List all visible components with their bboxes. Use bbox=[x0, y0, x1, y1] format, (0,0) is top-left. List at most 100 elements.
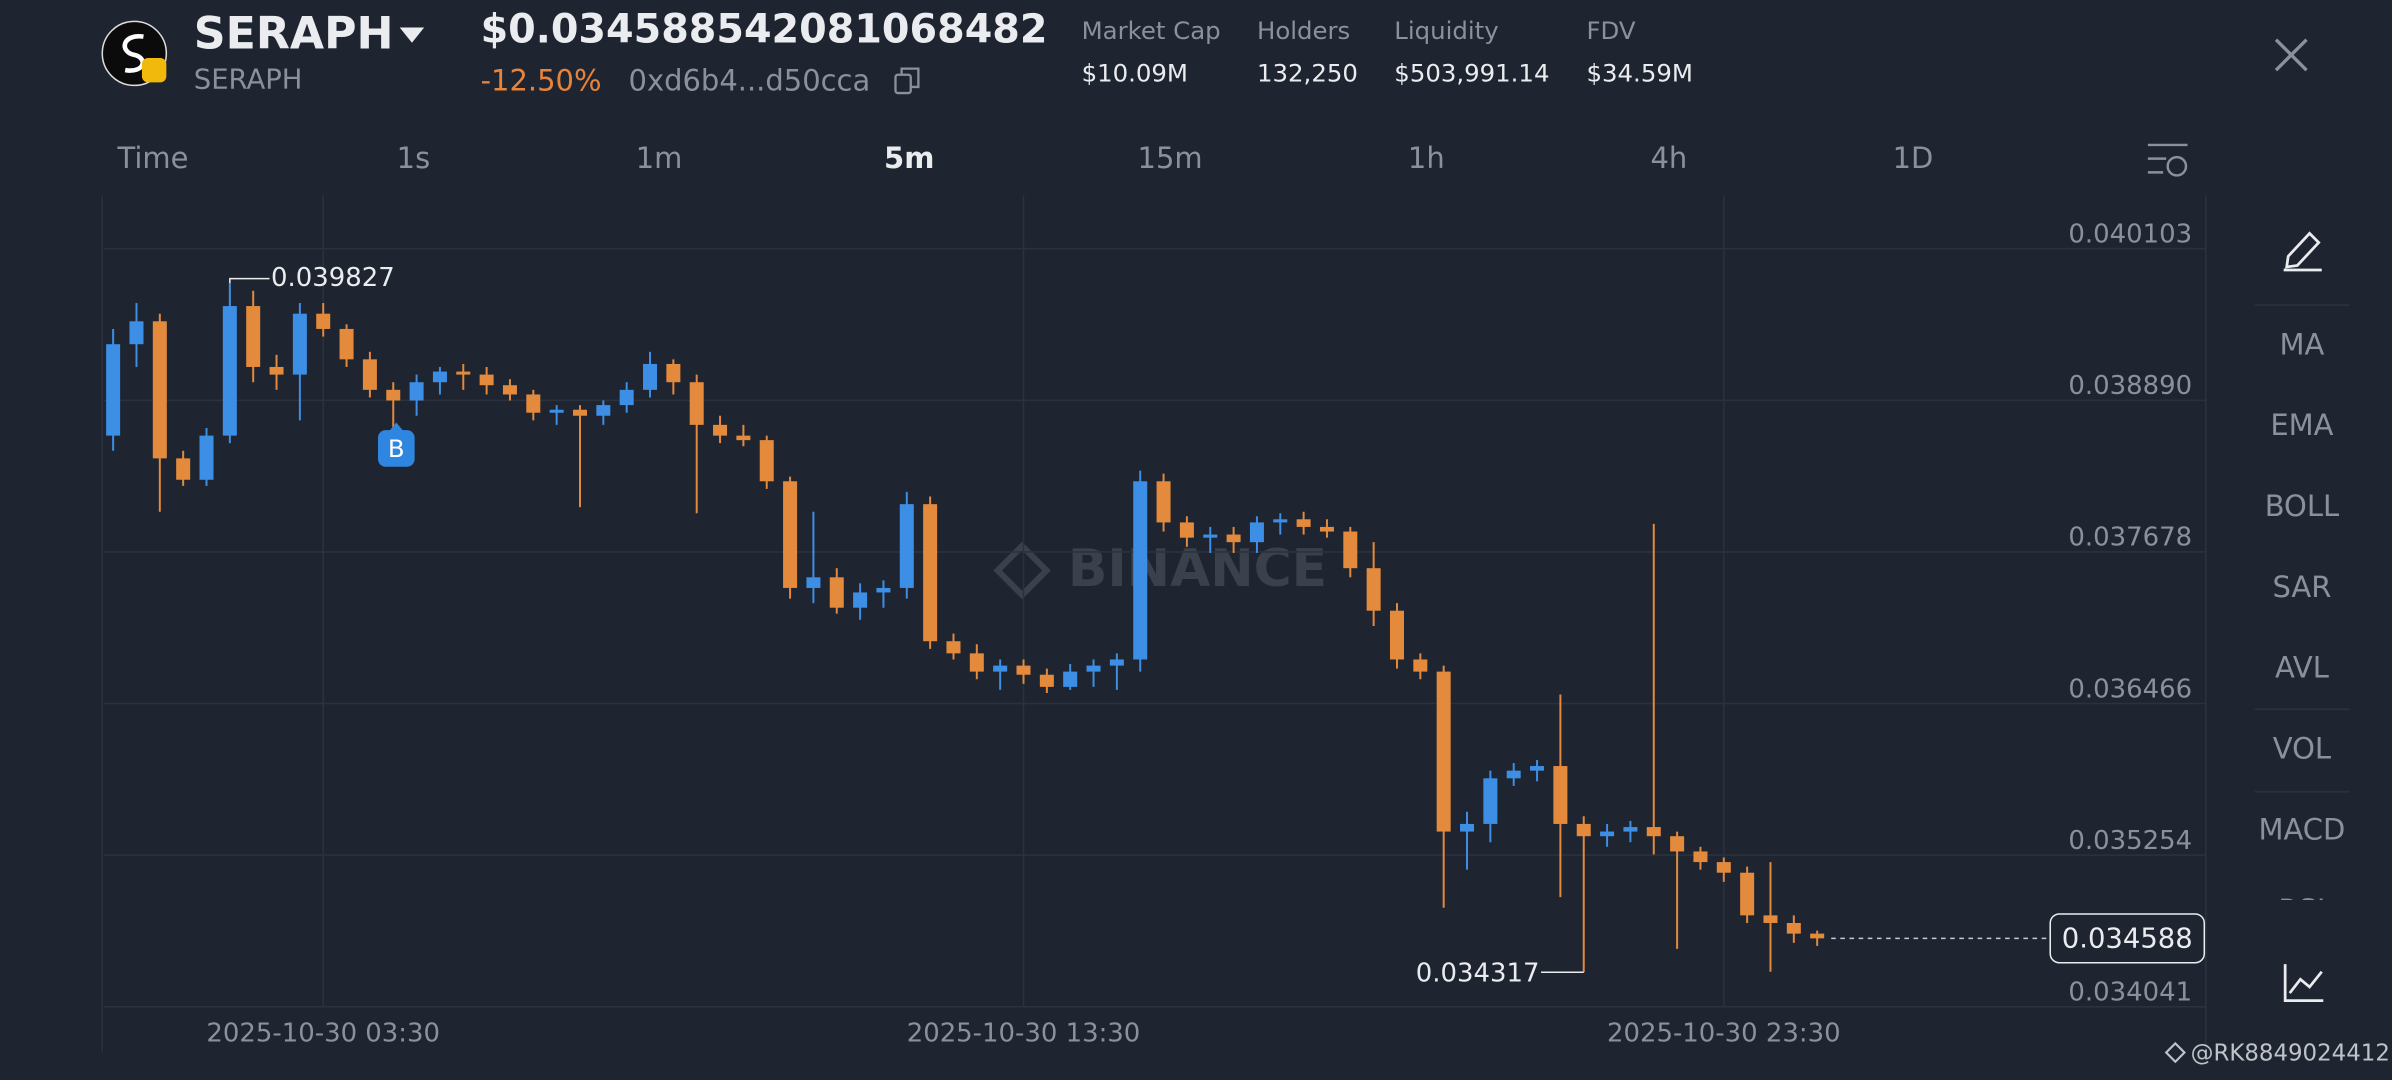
candle-body bbox=[1436, 671, 1451, 832]
candle-body bbox=[1039, 674, 1054, 687]
candle-body bbox=[1179, 522, 1194, 538]
dropdown-arrow[interactable] bbox=[399, 27, 425, 43]
interval-tab[interactable]: 1D bbox=[1893, 141, 1934, 175]
content: SERAPH SERAPH $0.034588542081068482 -12.50%… bbox=[103, 7, 2390, 1067]
stat-label: Liquidity bbox=[1394, 16, 1498, 45]
candle-body bbox=[1086, 665, 1101, 672]
trade-marker-pointer bbox=[388, 422, 404, 432]
candle-body bbox=[1693, 851, 1708, 863]
candle-body bbox=[993, 665, 1008, 672]
y-tick-label: 0.034041 bbox=[2068, 978, 2192, 1008]
candle-body bbox=[1063, 671, 1078, 687]
indicator-button[interactable]: SAR bbox=[2272, 570, 2331, 604]
candle-body bbox=[1273, 519, 1288, 523]
candle-body bbox=[736, 435, 751, 441]
candle-body bbox=[1133, 481, 1148, 660]
close-button[interactable] bbox=[2274, 38, 2308, 72]
candle-body bbox=[1670, 836, 1685, 852]
indicator-button[interactable]: MACD bbox=[2259, 812, 2346, 846]
candle-body bbox=[246, 306, 261, 367]
candle-body bbox=[1483, 778, 1498, 824]
candle-body bbox=[1226, 534, 1241, 543]
candle-body bbox=[1389, 610, 1404, 660]
candle-body bbox=[549, 409, 564, 413]
candle-body bbox=[456, 371, 471, 375]
chart-type-tool[interactable] bbox=[2283, 964, 2324, 1003]
indicator-button[interactable]: BOLL bbox=[2265, 489, 2339, 523]
indicator-button[interactable]: VOL bbox=[2273, 732, 2331, 766]
y-tick-label: 0.036466 bbox=[2068, 674, 2192, 704]
candle-body bbox=[1646, 827, 1661, 837]
trade-marker[interactable] bbox=[377, 430, 415, 467]
trade-marker-label: B bbox=[388, 434, 405, 463]
stat-value: $10.09M bbox=[1082, 59, 1188, 88]
stat-label: FDV bbox=[1587, 16, 1636, 45]
candle-body bbox=[526, 394, 541, 413]
candle-body bbox=[1109, 659, 1124, 666]
indicator-button[interactable]: MA bbox=[2280, 327, 2325, 361]
interval-tab[interactable]: Time bbox=[117, 141, 189, 175]
candle-body bbox=[876, 587, 891, 593]
candle-body bbox=[1366, 568, 1381, 611]
stat-value: 132,250 bbox=[1257, 59, 1358, 88]
y-tick-label: 0.035254 bbox=[2068, 826, 2192, 856]
candle-body bbox=[572, 409, 587, 416]
stat-label: Market Cap bbox=[1082, 16, 1221, 45]
candle-body bbox=[479, 374, 494, 386]
candle-body bbox=[759, 440, 774, 482]
interval-tab[interactable]: 5m bbox=[884, 141, 934, 175]
candle-body bbox=[596, 405, 611, 416]
candle-body bbox=[222, 306, 237, 436]
candle-body bbox=[689, 382, 704, 425]
last-price-label: 0.034588 bbox=[2062, 923, 2193, 954]
candle-body bbox=[339, 328, 354, 360]
candle-body bbox=[1413, 659, 1428, 672]
candle-body bbox=[386, 389, 401, 401]
candle-body bbox=[1530, 766, 1545, 771]
candle-body bbox=[1156, 481, 1171, 523]
interval-tab[interactable]: 1m bbox=[636, 141, 683, 175]
copy-icon[interactable] bbox=[894, 67, 920, 95]
candle-body bbox=[713, 424, 728, 436]
candle-body bbox=[1249, 522, 1264, 543]
candle-body bbox=[269, 366, 284, 375]
candle-body bbox=[1740, 872, 1755, 916]
x-tick-label: 2025-10-30 23:30 bbox=[1607, 1019, 1841, 1049]
indicator-button[interactable]: AVL bbox=[2275, 651, 2329, 685]
candle-body bbox=[1786, 922, 1801, 934]
watermark: BINANCE bbox=[1068, 539, 1327, 599]
candle-body bbox=[1810, 933, 1825, 939]
candle-body bbox=[783, 481, 798, 588]
y-tick-label: 0.038890 bbox=[2068, 371, 2192, 401]
candle-body bbox=[106, 344, 121, 436]
candle-body bbox=[316, 313, 331, 329]
y-tick-label: 0.037678 bbox=[2068, 523, 2192, 553]
footer-id: @RK8849024412 bbox=[2191, 1041, 2390, 1067]
candle-body bbox=[1763, 915, 1778, 923]
candle-body bbox=[969, 653, 984, 672]
candle-body bbox=[619, 389, 634, 406]
candle-body bbox=[1600, 831, 1615, 837]
chart-settings-icon[interactable] bbox=[2147, 143, 2188, 177]
candle-body bbox=[1343, 531, 1358, 569]
interval-tab[interactable]: 1h bbox=[1408, 141, 1445, 175]
candle-body bbox=[1203, 534, 1218, 538]
token-symbol: SERAPH bbox=[194, 9, 394, 60]
interval-tab[interactable]: 15m bbox=[1138, 141, 1203, 175]
candle-body bbox=[923, 504, 938, 642]
contract-address[interactable]: 0xd6b4...d50cca bbox=[629, 63, 871, 97]
indicator-button[interactable]: EMA bbox=[2270, 408, 2333, 442]
candle-body bbox=[946, 641, 961, 654]
candle-body bbox=[176, 458, 191, 480]
candle-body bbox=[1506, 770, 1521, 779]
interval-tab[interactable]: 4h bbox=[1650, 141, 1687, 175]
pencil-tool[interactable] bbox=[2283, 231, 2322, 272]
candle-body bbox=[1553, 766, 1568, 824]
x-tick-label: 2025-10-30 03:30 bbox=[206, 1019, 440, 1049]
token-price: $0.034588542081068482 bbox=[481, 7, 1048, 53]
interval-tab[interactable]: 1s bbox=[397, 141, 431, 175]
candle-body bbox=[1296, 519, 1311, 527]
candle-body bbox=[829, 577, 844, 608]
